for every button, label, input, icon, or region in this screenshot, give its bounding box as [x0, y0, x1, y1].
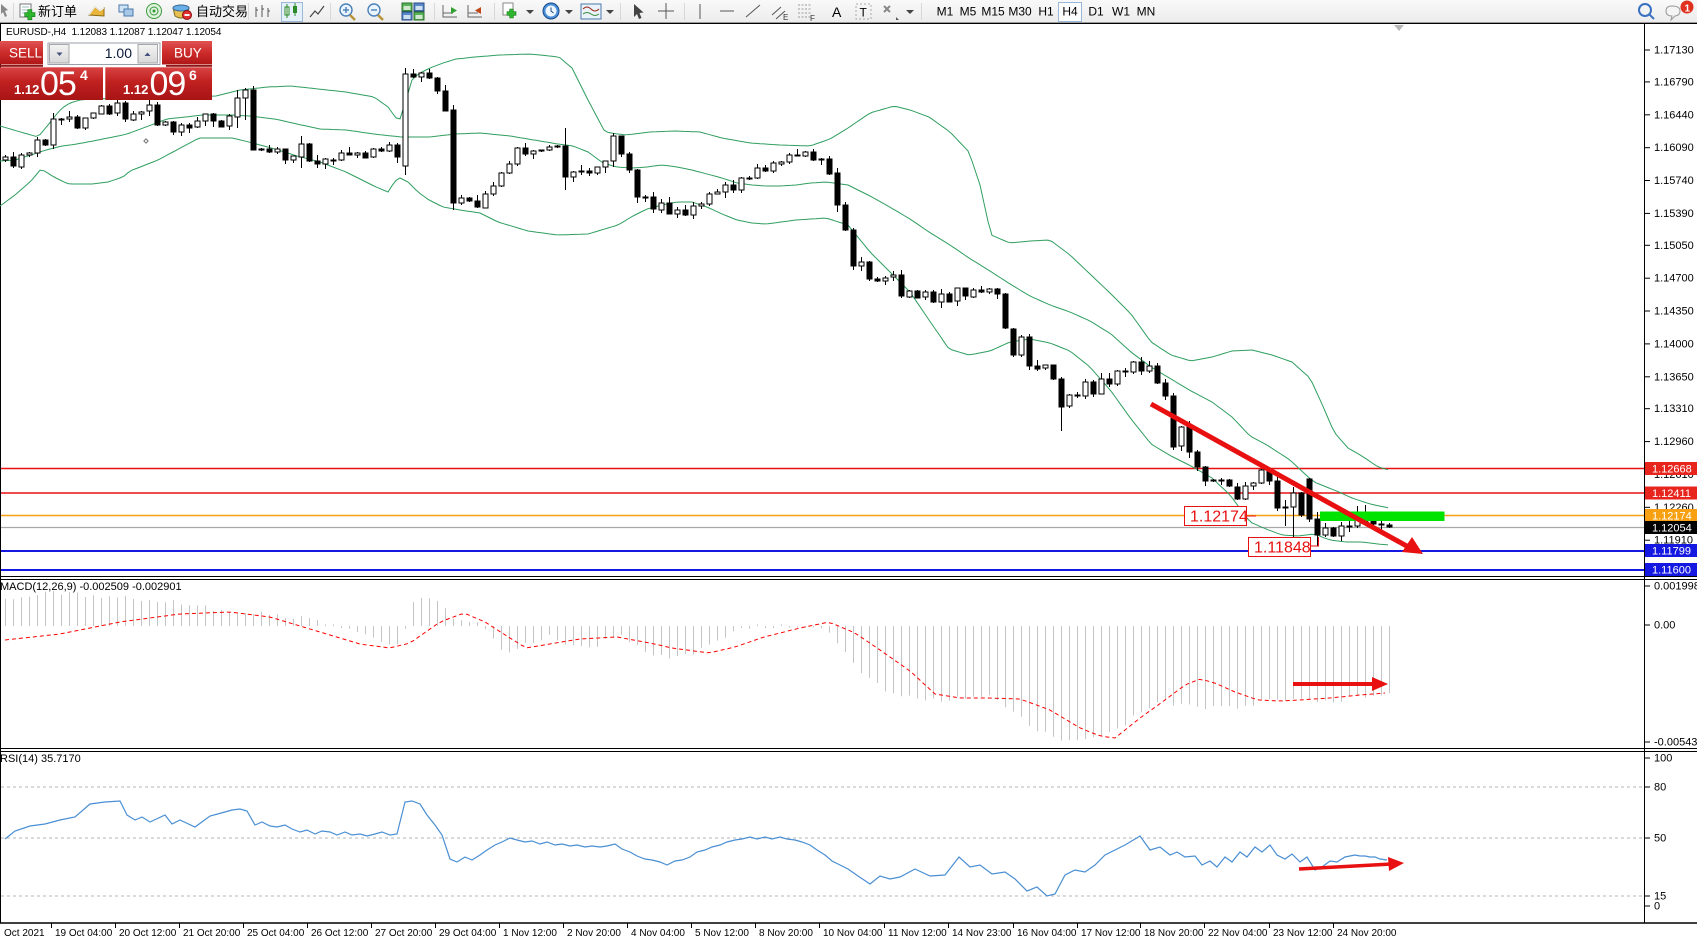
svg-text:1.13310: 1.13310: [1654, 403, 1694, 415]
svg-text:W1: W1: [1112, 5, 1130, 19]
svg-text:6: 6: [189, 67, 197, 83]
svg-text:0: 0: [1654, 901, 1660, 913]
svg-text:M5: M5: [960, 5, 977, 19]
svg-text:H1: H1: [1038, 5, 1054, 19]
svg-text:20 Oct 12:00: 20 Oct 12:00: [119, 928, 177, 939]
svg-text:A: A: [832, 4, 842, 20]
svg-text:E: E: [783, 13, 788, 22]
svg-text:1.15390: 1.15390: [1654, 208, 1694, 220]
svg-text:1.11910: 1.11910: [1654, 535, 1693, 547]
svg-text:2 Nov 20:00: 2 Nov 20:00: [567, 928, 621, 939]
svg-text:05: 05: [40, 65, 76, 103]
svg-text:MN: MN: [1137, 5, 1156, 19]
svg-text:27 Oct 20:00: 27 Oct 20:00: [375, 928, 433, 939]
svg-text:17 Nov 12:00: 17 Nov 12:00: [1081, 928, 1141, 939]
svg-text:1.00: 1.00: [105, 45, 132, 61]
svg-text:RSI(14) 35.7170: RSI(14) 35.7170: [0, 753, 81, 765]
svg-text:BUY: BUY: [174, 46, 202, 61]
svg-text:F: F: [810, 14, 815, 23]
svg-text:09: 09: [150, 65, 186, 103]
svg-text:11 Nov 12:00: 11 Nov 12:00: [888, 928, 947, 939]
svg-text:29 Oct 04:00: 29 Oct 04:00: [439, 928, 497, 939]
svg-text:15: 15: [1654, 891, 1666, 903]
svg-text:0.001998: 0.001998: [1654, 581, 1697, 593]
svg-text:80: 80: [1654, 782, 1666, 794]
svg-text:1.14350: 1.14350: [1654, 306, 1694, 318]
svg-text:24 Nov 20:00: 24 Nov 20:00: [1337, 928, 1397, 939]
svg-text:H4: H4: [1062, 5, 1078, 19]
svg-text:1.14000: 1.14000: [1654, 338, 1694, 350]
svg-text:M15: M15: [981, 5, 1005, 19]
svg-text:1.15740: 1.15740: [1654, 175, 1694, 187]
svg-text:EURUSD-,H4 1.12083 1.12087 1.: EURUSD-,H4 1.12083 1.12087 1.12047 1.120…: [6, 27, 222, 38]
svg-text:1.11799: 1.11799: [1652, 546, 1691, 558]
svg-text:23 Nov 12:00: 23 Nov 12:00: [1273, 928, 1333, 939]
svg-text:1.12668: 1.12668: [1652, 464, 1692, 476]
svg-text:1.11600: 1.11600: [1652, 565, 1691, 577]
svg-text:1.12174: 1.12174: [1190, 509, 1248, 526]
svg-text:Oct 2021: Oct 2021: [4, 928, 45, 939]
svg-text:-0.005433: -0.005433: [1654, 737, 1697, 749]
svg-text:1: 1: [1685, 4, 1691, 15]
svg-text:25 Oct 04:00: 25 Oct 04:00: [247, 928, 305, 939]
svg-text:1.12054: 1.12054: [1652, 523, 1692, 535]
svg-text:21 Oct 20:00: 21 Oct 20:00: [183, 928, 241, 939]
svg-text:1.11848: 1.11848: [1254, 540, 1311, 557]
svg-text:M30: M30: [1008, 5, 1032, 19]
svg-text:26 Oct 12:00: 26 Oct 12:00: [311, 928, 369, 939]
svg-text:1.16790: 1.16790: [1654, 76, 1694, 88]
svg-text:5 Nov 12:00: 5 Nov 12:00: [695, 928, 749, 939]
svg-text:1.14700: 1.14700: [1654, 273, 1694, 285]
svg-text:16 Nov 04:00: 16 Nov 04:00: [1017, 928, 1077, 939]
svg-text:50: 50: [1654, 833, 1666, 845]
svg-text:14 Nov 23:00: 14 Nov 23:00: [952, 928, 1012, 939]
svg-text:1.16090: 1.16090: [1654, 142, 1694, 154]
svg-text:1 Nov 12:00: 1 Nov 12:00: [503, 928, 557, 939]
svg-text:M1: M1: [937, 5, 954, 19]
svg-text:1.12960: 1.12960: [1654, 436, 1694, 448]
svg-text:1.17130: 1.17130: [1654, 45, 1694, 57]
svg-text:新订单: 新订单: [38, 4, 77, 19]
svg-text:1.12: 1.12: [14, 82, 39, 97]
svg-text:1.16440: 1.16440: [1654, 109, 1694, 121]
svg-text:1.12174: 1.12174: [1652, 511, 1692, 523]
svg-text:100: 100: [1654, 753, 1672, 765]
svg-text:19 Oct 04:00: 19 Oct 04:00: [55, 928, 113, 939]
svg-text:8 Nov 20:00: 8 Nov 20:00: [759, 928, 813, 939]
svg-text:T: T: [860, 6, 868, 20]
svg-text:MACD(12,26,9) -0.002509 -0.002: MACD(12,26,9) -0.002509 -0.002901: [0, 581, 182, 593]
svg-text:10 Nov 04:00: 10 Nov 04:00: [823, 928, 883, 939]
svg-text:1.13650: 1.13650: [1654, 371, 1694, 383]
svg-text:18 Nov 20:00: 18 Nov 20:00: [1144, 928, 1204, 939]
svg-text:4 Nov 04:00: 4 Nov 04:00: [631, 928, 685, 939]
svg-text:0.00: 0.00: [1654, 620, 1675, 632]
svg-text:4: 4: [80, 67, 88, 83]
svg-text:SELL: SELL: [9, 46, 43, 61]
svg-text:自动交易: 自动交易: [196, 4, 248, 19]
svg-text:1.12: 1.12: [123, 82, 148, 97]
svg-text:22 Nov 04:00: 22 Nov 04:00: [1208, 928, 1268, 939]
svg-text:1.15050: 1.15050: [1654, 240, 1694, 252]
svg-text:1.12411: 1.12411: [1652, 488, 1691, 500]
svg-text:D1: D1: [1088, 5, 1104, 19]
